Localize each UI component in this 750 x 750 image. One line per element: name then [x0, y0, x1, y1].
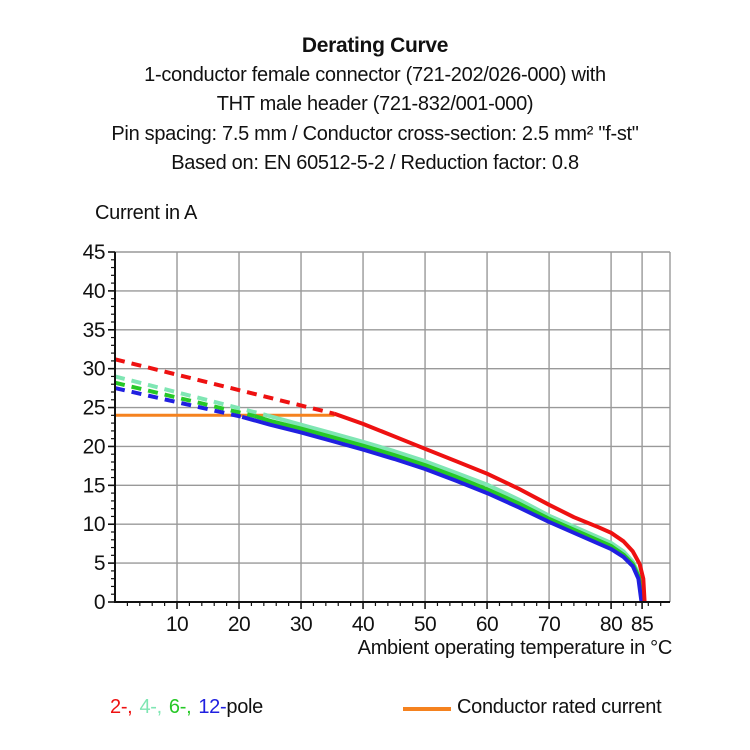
y-tick-label: 25	[83, 397, 105, 420]
chart-title: Derating Curve	[301, 34, 449, 57]
y-tick-label: 5	[94, 552, 105, 575]
curve-4-pole	[266, 413, 645, 603]
y-tick-label: 10	[83, 513, 105, 536]
legend-pole-6: 6-,	[168, 696, 192, 718]
x-tick-label: 80	[600, 613, 622, 636]
y-tick-label: 0	[94, 591, 105, 614]
y-tick-label: 20	[83, 435, 105, 458]
y-tick-label: 15	[83, 474, 105, 497]
x-tick-label: 30	[290, 613, 312, 636]
x-tick-label: 60	[476, 613, 498, 636]
legend-poles: 2-, 4-, 6-, 12-pole	[110, 696, 263, 719]
chart-title-block: Derating Curve 1-conductor female connec…	[0, 31, 750, 179]
x-tick-label: 70	[538, 613, 560, 636]
derating-chart: 10 20 30 40 50 60 70 80 85 0 5 10 15 20 25 30 35 40 45	[80, 238, 695, 638]
curve-12-pole-above-rated	[114, 386, 243, 419]
rated-current-line-icon	[403, 707, 451, 711]
subtitle-line-1: 1-conductor female connector (721-202/02…	[144, 63, 606, 86]
legend-pole-4: 4-,	[139, 696, 162, 718]
y-tick-label: 30	[83, 358, 105, 381]
curve-12-pole	[241, 414, 644, 603]
curve-2-pole-above-rated	[114, 357, 335, 416]
y-tick-label: 45	[83, 241, 105, 264]
x-tick-label: 40	[352, 613, 374, 636]
subtitle-line-3: Pin spacing: 7.5 mm / Conductor cross-se…	[111, 122, 639, 145]
derating-chart-canvas: 10 20 30 40 50 60 70 80 85 0 5 10 15 20 25 30 35 40 45	[83, 241, 671, 636]
y-axis-title: Current in A	[95, 202, 198, 224]
legend-pole-2: 2-,	[110, 696, 133, 718]
curve-2-pole	[333, 411, 647, 603]
x-tick-label: 10	[166, 613, 188, 636]
curve-6-pole-above-rated	[114, 380, 255, 419]
legend-pole-suffix: pole	[226, 696, 263, 718]
x-tick-label: 50	[414, 613, 436, 636]
x-axis-title: Ambient operating temperature in °C	[357, 637, 673, 659]
subtitle-line-4: Based on: EN 60512-5-2 / Reduction facto…	[171, 152, 579, 174]
x-tick-label: 20	[228, 613, 250, 636]
y-tick-label: 40	[83, 280, 105, 303]
legend-rated-current-label: Conductor rated current	[457, 696, 662, 718]
legend-pole-12: 12-	[198, 696, 227, 718]
curve-4-pole-above-rated	[114, 374, 268, 418]
curve-6-pole	[253, 414, 645, 603]
x-tick-label: 85	[631, 613, 653, 636]
subtitle-line-2: THT male header (721-832/001-000)	[216, 93, 534, 115]
y-tick-label: 35	[83, 319, 105, 342]
